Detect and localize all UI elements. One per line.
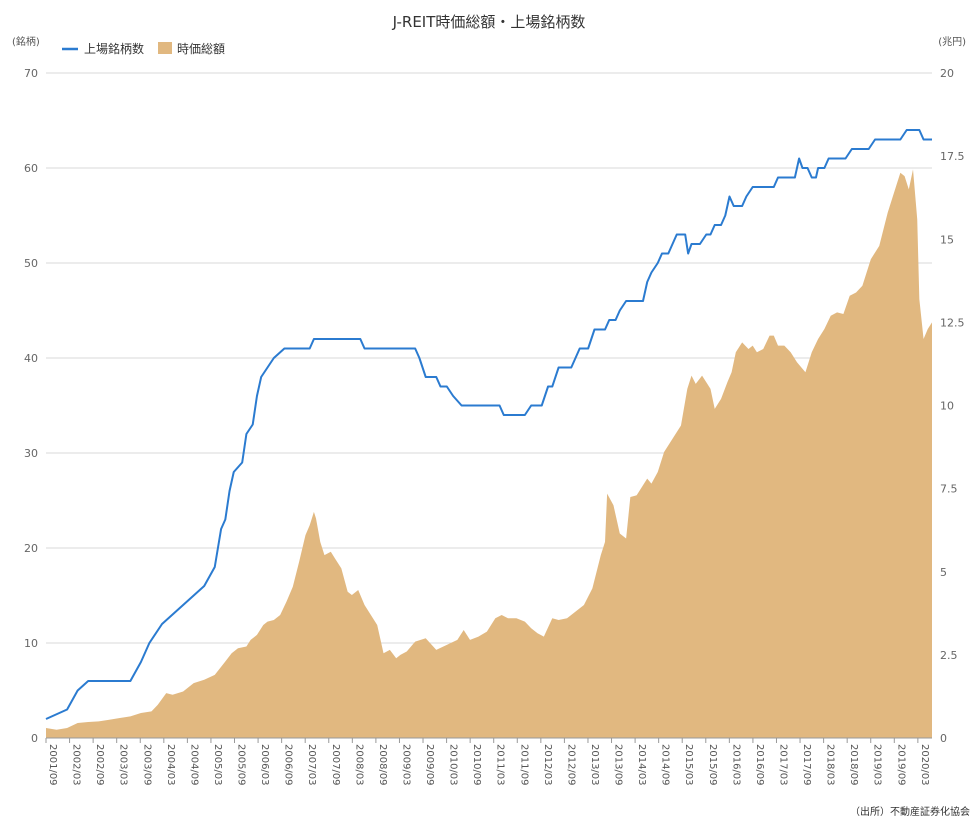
- y-left-tick-label: 10: [24, 637, 38, 650]
- x-tick-label: 2003/03: [118, 744, 129, 786]
- x-tick-label: 2013/09: [613, 744, 624, 786]
- y-left-tick-label: 0: [31, 732, 38, 745]
- x-tick-label: 2014/09: [660, 744, 671, 786]
- y-right-unit: (兆円): [938, 36, 966, 48]
- y-right-tick-label: 7.5: [940, 483, 958, 496]
- left-tick-layer: 0 10 20 30 40 50 60 70: [24, 67, 38, 745]
- x-tick-label: 2010/09: [471, 744, 482, 786]
- x-tick-label: 2018/03: [825, 744, 836, 786]
- y-left-tick-label: 40: [24, 352, 38, 365]
- x-tick-label: 2004/09: [188, 744, 199, 786]
- x-tick-label: 2014/03: [636, 744, 647, 786]
- x-tick-label: 2011/03: [495, 744, 506, 786]
- y-left-tick-label: 70: [24, 67, 38, 80]
- y-right-tick-label: 10: [940, 400, 954, 413]
- x-tick-layer: 2001/09 2002/03 2002/09 2003/03 2003/09 2004/…: [45, 738, 930, 786]
- x-tick-label: 2006/03: [259, 744, 270, 786]
- x-tick-label: 2001/09: [47, 744, 58, 786]
- x-tick-label: 2004/03: [165, 744, 176, 786]
- y-right-tick-label: 0: [940, 732, 947, 745]
- x-tick-label: 2008/03: [353, 744, 364, 786]
- x-tick-label: 2020/03: [919, 744, 930, 786]
- x-tick-label: 2017/09: [801, 744, 812, 786]
- x-tick-label: 2016/03: [730, 744, 741, 786]
- x-tick-label: 2006/09: [283, 744, 294, 786]
- x-tick-label: 2010/03: [448, 744, 459, 786]
- y-left-unit: (銘柄): [12, 35, 40, 48]
- legend-label-marketcap: 時価総額: [177, 42, 225, 56]
- legend-swatch-area: [158, 42, 172, 54]
- x-tick-label: 2009/09: [424, 744, 435, 786]
- y-right-tick-label: 20: [940, 67, 954, 80]
- y-left-tick-label: 20: [24, 542, 38, 555]
- right-tick-layer: 0 2.5 5 7.5 10 12.5 15 17.5 20: [940, 67, 965, 745]
- x-tick-label: 2003/09: [141, 744, 152, 786]
- y-left-tick-label: 60: [24, 162, 38, 175]
- x-tick-label: 2018/09: [848, 744, 859, 786]
- x-tick-label: 2007/03: [306, 744, 317, 786]
- x-tick-label: 2016/09: [754, 744, 765, 786]
- y-right-tick-label: 12.5: [940, 316, 965, 329]
- legend: 上場銘柄数 時価総額: [62, 41, 225, 56]
- x-tick-label: 2012/03: [542, 744, 553, 786]
- x-tick-label: 2005/03: [212, 744, 223, 786]
- x-tick-label: 2002/09: [94, 744, 105, 786]
- series-area-marketcap: [46, 169, 932, 739]
- legend-label-count: 上場銘柄数: [84, 41, 144, 56]
- line-layer: [45, 129, 932, 720]
- x-tick-label: 2015/03: [683, 744, 694, 786]
- chart-title: J-REIT時価総額・上場銘柄数: [392, 13, 586, 31]
- y-left-tick-label: 50: [24, 257, 38, 270]
- y-right-tick-label: 17.5: [940, 150, 965, 163]
- x-tick-label: 2005/09: [236, 744, 247, 786]
- x-tick-label: 2011/09: [518, 744, 529, 786]
- x-tick-label: 2012/09: [565, 744, 576, 786]
- x-tick-label: 2007/09: [330, 744, 341, 786]
- y-right-tick-label: 5: [940, 566, 947, 579]
- y-right-tick-label: 2.5: [940, 649, 958, 662]
- x-tick-label: 2017/03: [777, 744, 788, 786]
- x-tick-label: 2002/03: [71, 744, 82, 786]
- x-tick-label: 2009/03: [400, 744, 411, 786]
- area-layer: [46, 169, 932, 739]
- x-tick-label: 2019/03: [872, 744, 883, 786]
- x-tick-label: 2019/09: [895, 744, 906, 786]
- x-tick-label: 2008/09: [377, 744, 388, 786]
- y-left-tick-label: 30: [24, 447, 38, 460]
- x-tick-label: 2015/09: [707, 744, 718, 786]
- y-right-tick-label: 15: [940, 233, 954, 246]
- source-note: （出所）不動産証券化協会: [850, 805, 970, 818]
- x-tick-label: 2013/03: [589, 744, 600, 786]
- series-line-count: [45, 129, 932, 720]
